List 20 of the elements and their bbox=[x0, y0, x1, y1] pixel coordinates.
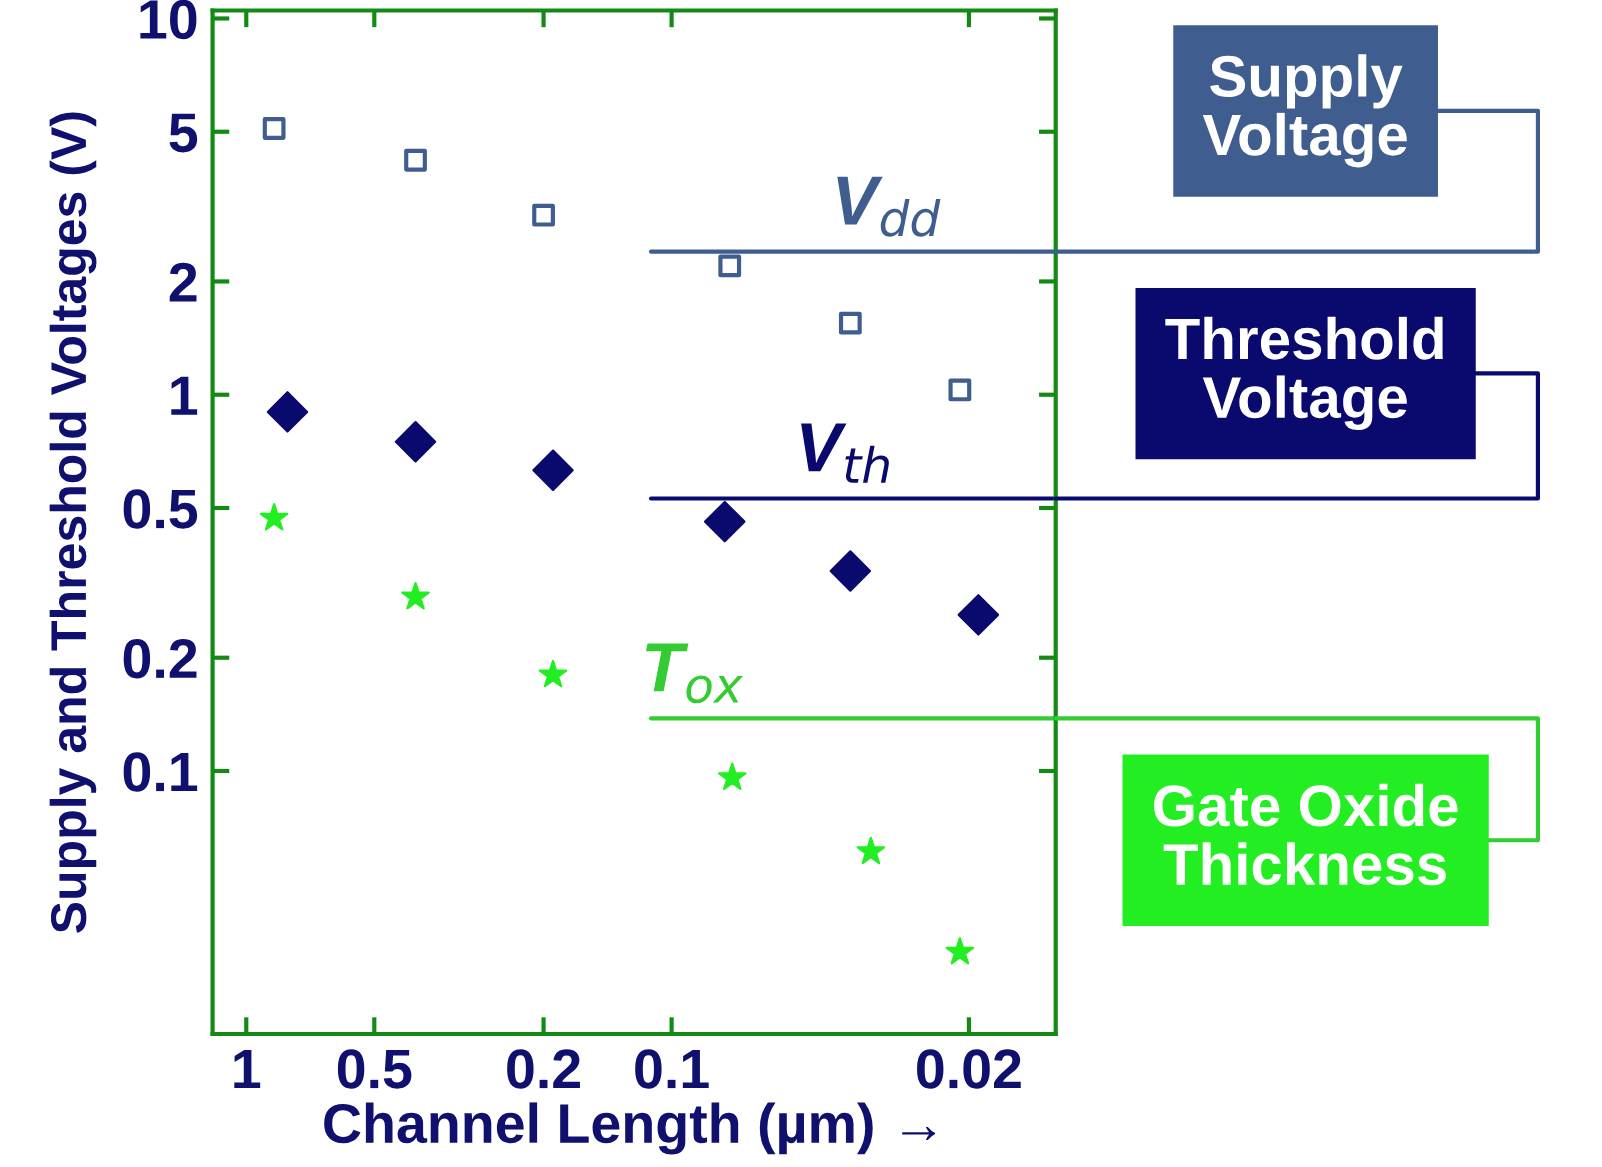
ref-line-label: V$_{th}$ bbox=[801, 423, 889, 483]
text: Gate Oxide Thickness bbox=[1154, 783, 1458, 886]
text: Supply Voltage bbox=[1202, 54, 1407, 168]
y-tick-label: 0.2 bbox=[123, 639, 197, 679]
ref-line-label: T$_{ox}$ bbox=[646, 643, 744, 704]
text: Threshold Voltage bbox=[1165, 316, 1443, 431]
y-tick-label: 1 bbox=[171, 376, 198, 415]
y-tick-label: 0.5 bbox=[123, 489, 198, 529]
x-tick-label: 0.5 bbox=[337, 1049, 412, 1089]
y-tick-label: 0.1 bbox=[123, 752, 198, 792]
x-tick-label: 1 bbox=[234, 1049, 261, 1089]
x-tick-label: 0.1 bbox=[635, 1049, 709, 1089]
x-tick-label: 0.02 bbox=[917, 1049, 1021, 1089]
y-tick-label: 10 bbox=[140, 0, 197, 40]
x-axis-title: Channel Length (µm) → bbox=[324, 1102, 936, 1155]
ref-line-label: V$_{dd}$ bbox=[837, 176, 941, 237]
y-tick-label: 5 bbox=[169, 113, 198, 153]
x-tick-label: 0.2 bbox=[507, 1049, 580, 1089]
y-axis-title: Supply and Threshold Voltages (V) bbox=[49, 112, 97, 933]
y-tick-label: 2 bbox=[169, 262, 197, 302]
